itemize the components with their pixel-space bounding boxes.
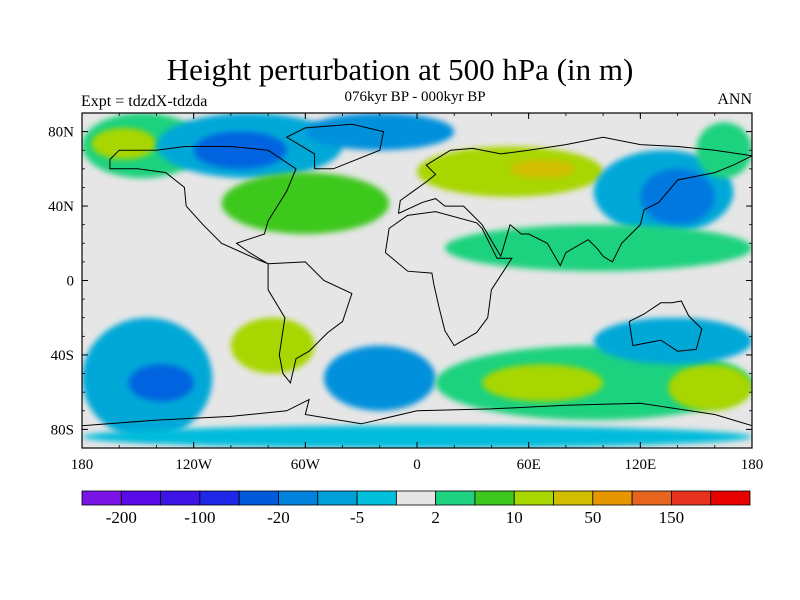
colorbar-swatch bbox=[671, 490, 712, 506]
contour-region-alaska-yellowgreen bbox=[91, 127, 157, 160]
contour-region-atlantic-north-green bbox=[221, 172, 390, 234]
coastline-greenland bbox=[285, 123, 385, 170]
colorbar-swatch bbox=[395, 490, 437, 506]
plot-subtitle: 076kyr BP - 000kyr BP bbox=[344, 89, 486, 105]
colorbar-swatch bbox=[631, 490, 672, 506]
coastline-north-america bbox=[109, 146, 297, 265]
colorbar-swatch bbox=[356, 490, 397, 506]
colorbar-swatch bbox=[513, 490, 554, 506]
experiment-label: Expt = tdzdX-tdzda bbox=[81, 93, 208, 110]
contour-region-canada-deep-blue bbox=[193, 131, 287, 169]
lat-tick-label: 40S bbox=[51, 348, 74, 364]
colorbar-swatch bbox=[120, 490, 161, 506]
lon-tick-label: 120W bbox=[175, 457, 213, 473]
lon-tick-label: 120E bbox=[624, 457, 656, 473]
colorbar-swatch bbox=[160, 490, 201, 506]
contour-region-tasman-yellowgreen bbox=[668, 364, 752, 411]
lon-tick-label: 60W bbox=[291, 457, 321, 473]
contour-region-south-indian-yellowgreen bbox=[482, 364, 604, 402]
contour-region-east-asia-deep-blue bbox=[640, 168, 715, 225]
colorbar: -200 -100 -20 -5 2 10 50 150 bbox=[81, 490, 751, 527]
plot-title: Height perturbation at 500 hPa (in m) bbox=[166, 52, 634, 87]
colorbar-swatch bbox=[199, 490, 240, 506]
coastline-eurasia bbox=[397, 136, 752, 267]
lat-tick-label: 80N bbox=[48, 125, 74, 141]
colorbar-swatch bbox=[592, 490, 633, 506]
coastline-layer bbox=[82, 123, 752, 427]
lat-tick-label: 0 bbox=[67, 274, 75, 290]
coastline-south-america bbox=[267, 261, 353, 385]
contour-region-south-america-yellowgreen bbox=[230, 317, 315, 374]
lat-tick-label: 40N bbox=[48, 199, 74, 215]
season-label: ANN bbox=[717, 91, 752, 108]
coastline-africa bbox=[384, 211, 513, 347]
colorbar-label: -20 bbox=[267, 508, 290, 527]
contour-region-north-pacific-east-green bbox=[696, 122, 752, 179]
contour-region-greenland-blue bbox=[305, 113, 455, 151]
axis-ticks: 80N 40N 0 40S 80S 180 120W 60W 0 60E 120E 180 bbox=[48, 112, 764, 473]
colorbar-swatch bbox=[278, 490, 319, 506]
contour-region-tropical-band-green bbox=[444, 224, 752, 272]
colorbar-label: 150 bbox=[659, 508, 685, 527]
colorbar-label: 50 bbox=[584, 508, 601, 527]
lat-tick-label: 80S bbox=[51, 422, 74, 438]
contour-region-south-pacific-deep-blue bbox=[128, 364, 194, 402]
contour-region-antarctic-blue bbox=[82, 425, 752, 448]
contour-region-eurasia-yellowgreen bbox=[417, 146, 604, 197]
colorbar-label: -5 bbox=[350, 508, 364, 527]
lon-tick-label: 0 bbox=[413, 457, 421, 473]
lon-tick-label: 180 bbox=[741, 457, 764, 473]
colorbar-swatch bbox=[81, 490, 122, 506]
colorbar-swatch bbox=[474, 490, 515, 506]
lon-tick-label: 60E bbox=[517, 457, 541, 473]
colorbar-swatch bbox=[553, 490, 594, 506]
colorbar-label: 10 bbox=[506, 508, 523, 527]
contour-region-eurasia-yellow bbox=[510, 159, 576, 179]
colorbar-label: -200 bbox=[106, 508, 137, 527]
contour-region-australia-blue bbox=[593, 317, 752, 365]
colorbar-swatch bbox=[710, 490, 751, 506]
colorbar-swatch bbox=[238, 490, 279, 506]
contour-region-south-atlantic-blue bbox=[323, 345, 436, 411]
coastline-australia bbox=[628, 300, 703, 352]
colorbar-swatch bbox=[317, 490, 358, 506]
lon-tick-label: 180 bbox=[71, 457, 94, 473]
contour-fill-layer bbox=[82, 113, 752, 448]
colorbar-label: 2 bbox=[431, 508, 440, 527]
coastline-antarctica bbox=[82, 398, 752, 427]
colorbar-label: -100 bbox=[184, 508, 215, 527]
colorbar-swatch bbox=[435, 490, 476, 506]
